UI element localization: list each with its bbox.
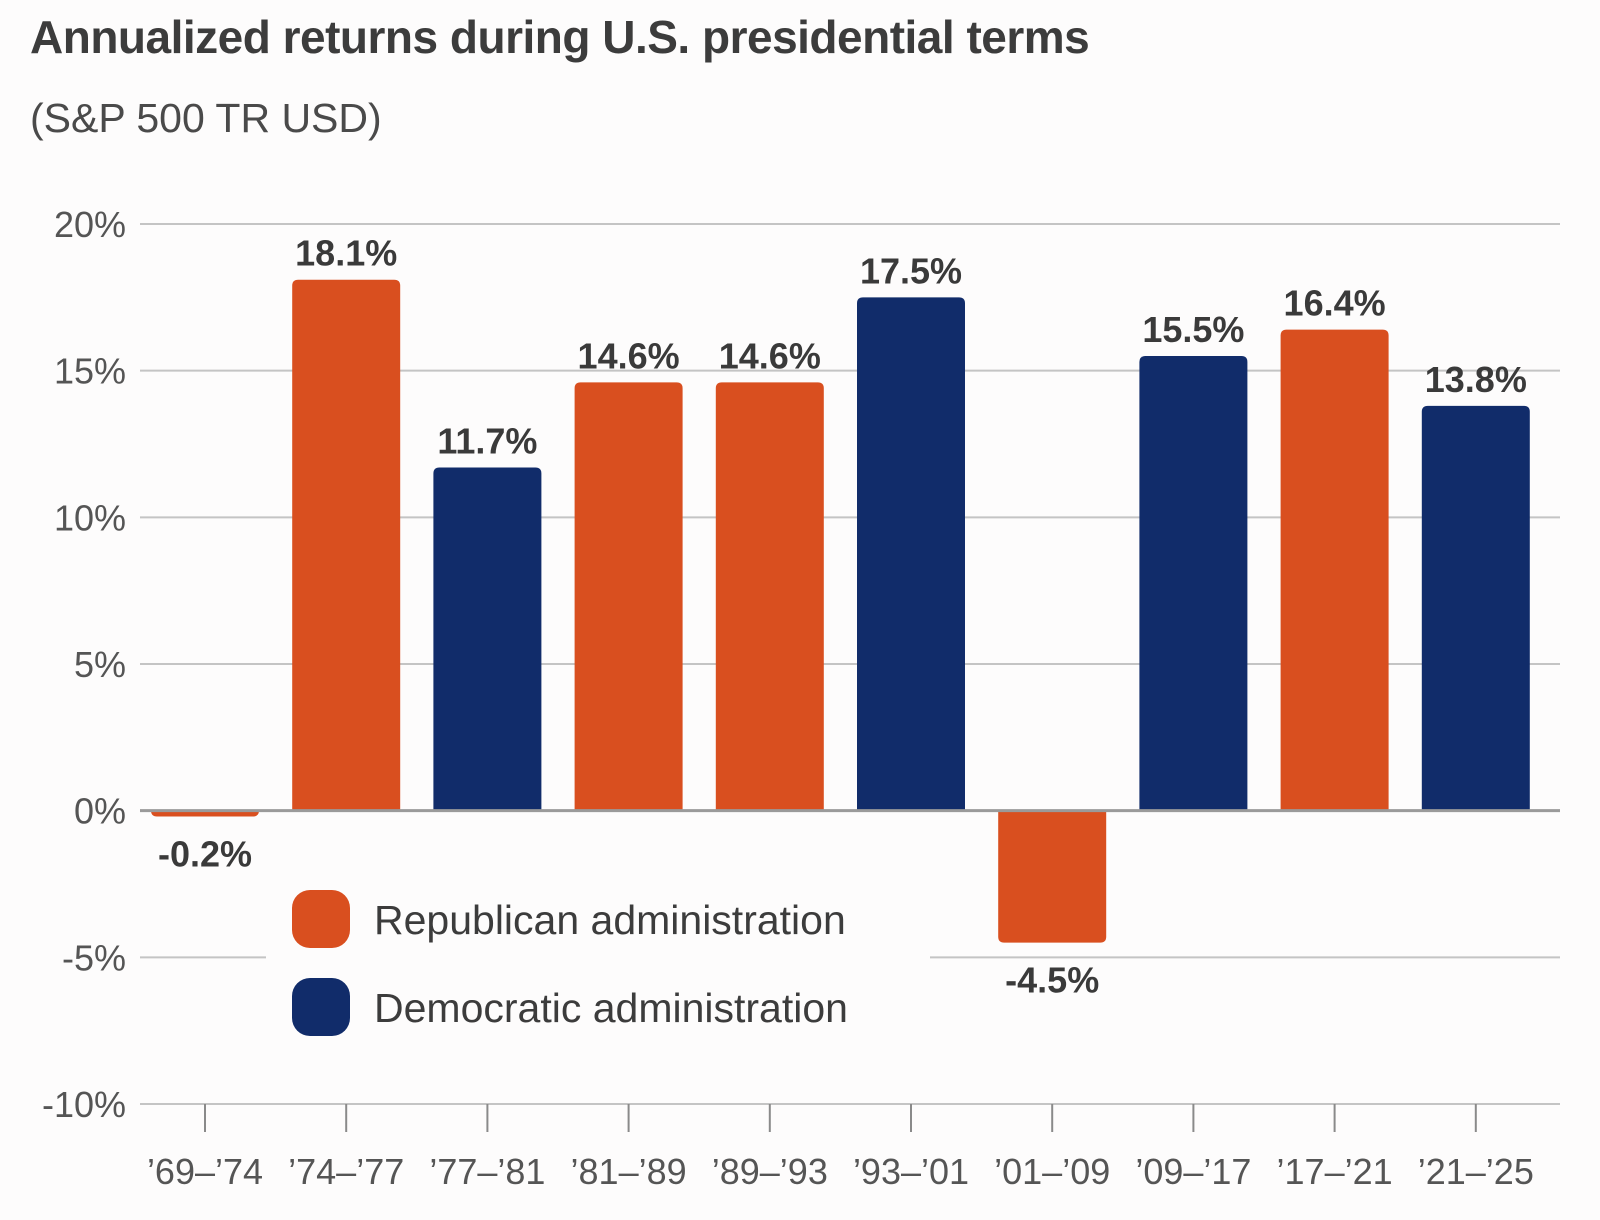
bar-republican — [292, 279, 401, 811]
bars — [151, 279, 1530, 943]
bar-republican — [1280, 329, 1389, 811]
data-label: 18.1% — [295, 233, 397, 274]
legend-swatch-republican — [292, 890, 350, 948]
bar-democratic — [1139, 356, 1248, 811]
y-axis-tick-labels: 20% 15% 10% 5% 0% -5% -10% — [42, 204, 126, 1125]
y-tick-label: -5% — [62, 937, 126, 978]
legend-swatch-democratic — [292, 978, 350, 1036]
x-tick-label: ’74–’77 — [288, 1151, 404, 1192]
x-tick-label: ’09–’17 — [1135, 1151, 1251, 1192]
data-label: 17.5% — [860, 250, 962, 291]
y-tick-label: 0% — [74, 791, 126, 832]
data-label: 15.5% — [1142, 309, 1244, 350]
bar-republican — [574, 382, 683, 811]
data-label: 16.4% — [1284, 283, 1386, 324]
legend-label-republican: Republican administration — [374, 897, 846, 943]
data-label: -4.5% — [1005, 960, 1099, 1001]
data-label: 13.8% — [1425, 359, 1527, 400]
x-tick-label: ’81–’89 — [571, 1151, 687, 1192]
x-tick-label: ’21–’25 — [1418, 1151, 1534, 1192]
y-tick-label: 15% — [54, 351, 126, 392]
y-tick-label: 20% — [54, 204, 126, 245]
x-tick-label: ’01–’09 — [994, 1151, 1110, 1192]
legend-label-democratic: Democratic administration — [374, 985, 848, 1031]
x-tick-label: ’17–’21 — [1277, 1151, 1393, 1192]
y-tick-label: -10% — [42, 1084, 126, 1125]
bar-democratic — [857, 297, 965, 811]
chart-title: Annualized returns during U.S. president… — [30, 11, 1090, 63]
data-labels: -0.2% 18.1% 11.7% 14.6% 14.6% 17.5% -4.5% 15.5%… — [158, 233, 1527, 1001]
bar-democratic — [1421, 405, 1530, 811]
x-tick-label: ’93–’01 — [853, 1151, 969, 1192]
chart-subtitle: (S&P 500 TR USD) — [30, 95, 382, 141]
x-tick-label: ’89–’93 — [712, 1151, 828, 1192]
data-label: 14.6% — [578, 335, 680, 376]
x-tick-label: ’77–’81 — [429, 1151, 545, 1192]
x-axis: ’69–’74 ’74–’77 ’77–’81 ’81–’89 ’89–’93 ’93–’… — [140, 1103, 1560, 1192]
data-label: -0.2% — [158, 834, 252, 875]
bar-republican — [998, 810, 1107, 943]
bar-democratic — [433, 467, 542, 811]
bar-republican — [715, 382, 824, 811]
data-label: 14.6% — [719, 335, 821, 376]
data-label: 11.7% — [437, 420, 537, 461]
x-tick-label: ’69–’74 — [147, 1151, 263, 1192]
y-tick-label: 10% — [54, 497, 126, 538]
y-tick-label: 5% — [74, 644, 126, 685]
legend: Republican administration Democratic admi… — [292, 890, 848, 1036]
